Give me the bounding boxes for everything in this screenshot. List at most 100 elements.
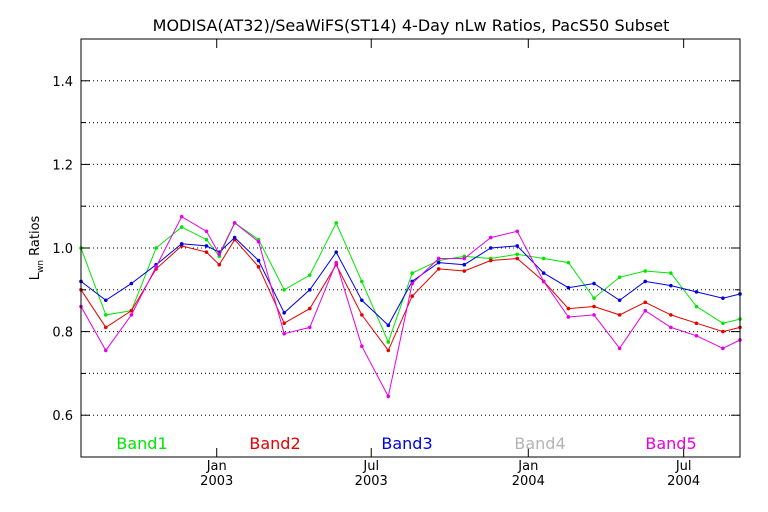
- point-band3-16: [462, 262, 467, 267]
- point-band2-15: [436, 267, 441, 271]
- point-band2-8: [256, 265, 261, 269]
- series-line-band2: [80, 238, 741, 352]
- series-layer: [79, 214, 742, 399]
- y-axis-label-main: L: [28, 272, 43, 280]
- point-band5-17: [488, 235, 493, 240]
- point-band5-8: [256, 239, 261, 244]
- point-band5-26: [721, 346, 725, 351]
- point-band5-3: [154, 265, 158, 269]
- point-band5-13: [386, 394, 391, 399]
- series-band1: [79, 221, 742, 344]
- legend: Band1 Band2 Band3 Band4 Band5: [116, 434, 696, 453]
- point-band5-9: [282, 331, 286, 336]
- point-band3-13: [386, 323, 391, 328]
- series-band3: [79, 235, 742, 328]
- x-tick-year-1: 2003: [355, 474, 388, 489]
- point-band3-8: [256, 258, 261, 263]
- point-band1-9: [282, 288, 286, 292]
- legend-item-band5: Band5: [645, 434, 696, 453]
- x-tick-year-3: 2004: [667, 474, 700, 489]
- chart-title: MODISA(AT32)/SeaWiFS(ST14) 4-Day nLw Rat…: [153, 16, 670, 35]
- point-band2-23: [643, 300, 648, 305]
- y-axis-label-sub: wn: [36, 260, 46, 273]
- point-band3-5: [204, 244, 209, 248]
- point-band1-12: [360, 279, 364, 284]
- point-band5-7: [232, 221, 237, 225]
- point-band3-1: [103, 298, 108, 303]
- point-band2-20: [566, 306, 571, 311]
- point-band5-2: [129, 313, 134, 317]
- point-band3-19: [541, 271, 546, 275]
- point-band3-4: [179, 242, 184, 246]
- point-band5-15: [436, 256, 441, 261]
- point-band2-17: [488, 258, 493, 263]
- y-tick-label-2: 1.0: [52, 242, 73, 257]
- point-band2-16: [462, 269, 467, 273]
- legend-item-band1: Band1: [116, 434, 167, 453]
- series-band5: [79, 214, 742, 399]
- point-band1-5: [204, 237, 209, 242]
- point-band1-4: [179, 225, 184, 229]
- point-band1-23: [643, 269, 648, 273]
- point-band5-1: [103, 348, 108, 353]
- point-band2-18: [515, 256, 520, 261]
- point-band2-6: [217, 262, 222, 267]
- point-band3-10: [307, 288, 312, 292]
- point-band1-24: [669, 271, 673, 275]
- point-band1-1: [103, 313, 108, 317]
- point-band5-18: [515, 229, 520, 234]
- point-band5-20: [566, 315, 571, 319]
- point-band3-25: [694, 290, 699, 294]
- point-band3-24: [669, 283, 673, 288]
- point-band2-22: [617, 313, 622, 317]
- legend-item-band2: Band2: [249, 434, 300, 453]
- point-band2-14: [410, 294, 415, 298]
- point-band3-20: [566, 285, 571, 290]
- point-band3-2: [129, 281, 134, 286]
- point-band2-10: [307, 306, 312, 311]
- point-band5-6: [217, 252, 222, 257]
- point-band5-11: [334, 260, 339, 265]
- point-band2-21: [592, 304, 596, 309]
- point-band5-25: [694, 333, 699, 338]
- x-tick-year-2: 2004: [512, 474, 545, 489]
- point-band2-13: [386, 348, 391, 353]
- series-line-band3: [80, 236, 741, 327]
- legend-item-band3: Band3: [381, 434, 432, 453]
- point-band3-15: [436, 260, 441, 265]
- y-tick-label-3: 1.2: [52, 158, 73, 173]
- point-band3-23: [643, 279, 648, 284]
- point-band1-14: [410, 271, 415, 275]
- point-band1-10: [307, 273, 312, 277]
- y-tick-label-4: 1.4: [52, 75, 73, 90]
- point-band1-19: [541, 256, 546, 261]
- point-band1-13: [386, 340, 391, 344]
- point-band5-16: [462, 256, 467, 261]
- point-band3-11: [334, 250, 339, 254]
- point-band2-5: [204, 250, 209, 254]
- point-band3-22: [617, 298, 622, 303]
- point-band5-10: [307, 325, 312, 330]
- point-band1-3: [154, 246, 158, 250]
- x-tick-month-2: Jan: [517, 459, 538, 474]
- point-band5-12: [360, 344, 364, 349]
- y-tick-label-0: 0.6: [52, 409, 73, 424]
- point-band5-24: [669, 325, 673, 330]
- point-band2-25: [694, 321, 699, 326]
- legend-item-band4: Band4: [514, 434, 565, 453]
- point-band3-7: [232, 235, 237, 240]
- point-band1-21: [592, 296, 596, 300]
- point-band2-9: [282, 321, 286, 326]
- point-band2-24: [669, 313, 673, 317]
- point-band3-9: [282, 310, 286, 315]
- point-band3-18: [515, 244, 520, 248]
- point-band5-21: [592, 313, 596, 317]
- point-band5-22: [617, 346, 622, 351]
- x-tick-month-0: Jan: [206, 459, 227, 474]
- point-band5-19: [541, 279, 546, 284]
- x-tick-month-1: Jul: [362, 459, 379, 474]
- point-band1-18: [515, 252, 520, 257]
- point-band2-26: [721, 329, 725, 334]
- y-tick-label-1: 0.8: [52, 326, 73, 341]
